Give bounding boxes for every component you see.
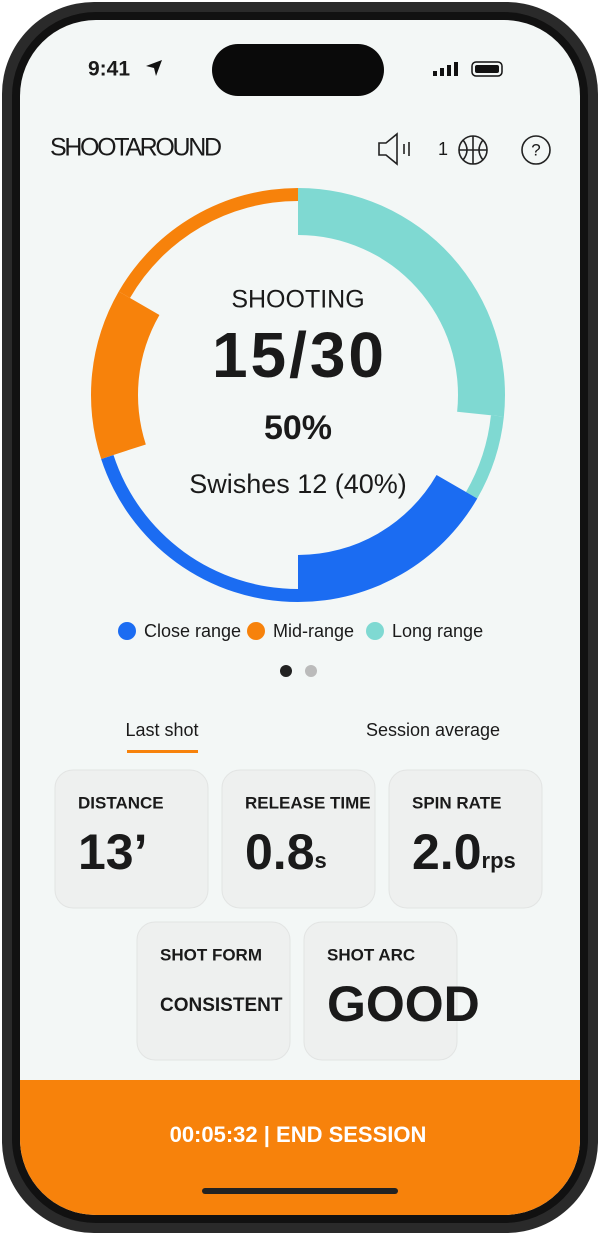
ball-icon	[458, 135, 488, 165]
sound-button[interactable]	[378, 132, 410, 166]
ring-segment	[298, 188, 506, 417]
location-icon	[146, 60, 162, 76]
battery-level	[475, 65, 499, 73]
percent: 50%	[264, 409, 332, 447]
stats: DISTANCE 13’ RELEASE TIME 0.8s SPIN RATE 2.0r…	[54, 769, 543, 1061]
legend-swatch	[366, 622, 384, 640]
stat-unit: rps	[482, 848, 516, 873]
swishes: Swishes 12 (40%)	[189, 469, 407, 499]
dynamic-island	[212, 44, 384, 96]
stat-number: 2.0	[412, 824, 482, 880]
stat-label: SHOT ARC	[327, 945, 415, 964]
stat-value: 2.0rps	[412, 824, 516, 880]
ring-segment	[298, 475, 478, 602]
stat-number: CONSISTENT	[160, 995, 283, 1016]
ring-segment	[466, 415, 504, 499]
tab-underline	[127, 750, 198, 753]
stat-label: RELEASE TIME	[245, 793, 371, 812]
end-session-bar[interactable]	[20, 1080, 580, 1220]
made-total: 15/30	[212, 319, 384, 391]
stat-value: CONSISTENT	[160, 995, 283, 1016]
stat-number: GOOD	[327, 976, 480, 1032]
end-session-button[interactable]: 00:05:32 | END SESSION	[170, 1122, 427, 1147]
status-time: 9:41	[88, 58, 130, 81]
stat-value: 0.8s	[245, 824, 327, 880]
page-dot-active[interactable]	[280, 665, 292, 677]
battery-icon	[471, 61, 503, 77]
ball-count: 1	[438, 139, 448, 159]
stat-label: SPIN RATE	[412, 793, 501, 812]
svg-text:?: ?	[531, 140, 540, 159]
stat-card	[54, 769, 209, 909]
ring-segment	[90, 291, 160, 459]
legend-label: Long range	[392, 621, 483, 641]
stat-number: 13’	[78, 824, 148, 880]
stat-number: 0.8	[245, 824, 315, 880]
legend-label: Mid-range	[273, 621, 354, 641]
stat-card	[303, 921, 458, 1061]
legend-swatch	[118, 622, 136, 640]
stat-card	[388, 769, 543, 909]
legend: Close range Mid-range Long range	[118, 621, 483, 641]
stat-value: GOOD	[327, 976, 480, 1032]
stat-card	[136, 921, 291, 1061]
home-indicator	[202, 1188, 398, 1194]
shooting-ring	[90, 188, 506, 602]
tab-active[interactable]: Last shot	[125, 720, 198, 740]
ring-label: SHOOTING	[231, 286, 364, 314]
legend-label: Close range	[144, 621, 241, 641]
app-title: SHOOTAROUND	[50, 134, 222, 162]
signal-icon	[433, 62, 458, 76]
stat-card	[221, 769, 376, 909]
ring-segment	[118, 188, 298, 298]
page-dot[interactable]	[305, 665, 317, 677]
tab[interactable]: Session average	[366, 720, 500, 740]
help-button[interactable]: ?	[521, 135, 551, 165]
stat-label: DISTANCE	[78, 793, 164, 812]
legend-swatch	[247, 622, 265, 640]
stat-value: 13’	[78, 824, 148, 880]
stat-unit: s	[315, 848, 327, 873]
ring-segment	[101, 454, 298, 602]
stat-label: SHOT FORM	[160, 945, 262, 964]
